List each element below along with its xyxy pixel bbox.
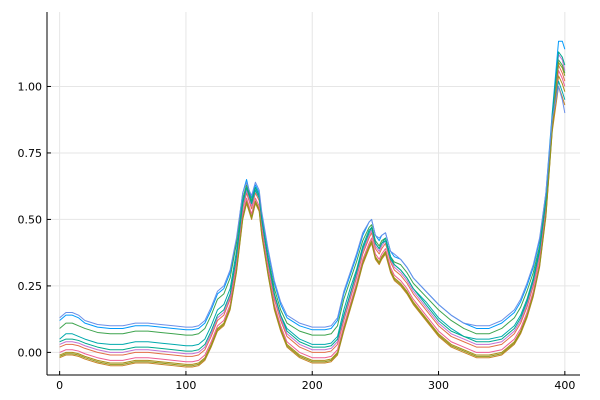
x-tick-label: 200: [302, 379, 323, 392]
axes: 0 100 200 300 400 0.00 0.25 0.50 0.75 1.00: [18, 12, 580, 392]
grid: [47, 12, 580, 375]
series-group: [59, 40, 566, 368]
x-tick-label: 300: [428, 379, 449, 392]
series-line-10: [59, 62, 566, 367]
series-line-8: [59, 85, 566, 368]
series-line-3: [59, 59, 566, 336]
y-tick-label: 0.50: [18, 213, 43, 226]
y-tick-label: 0.75: [18, 147, 43, 160]
series-line-1: [59, 40, 566, 331]
series-line-4: [59, 54, 566, 355]
y-tick-label: 0.25: [18, 280, 43, 293]
series-line-7: [59, 70, 566, 363]
series-line-6: [59, 80, 566, 347]
x-tick-label: 0: [56, 379, 63, 392]
series-line-5: [59, 75, 566, 365]
series-line-2: [59, 64, 566, 357]
series-line-11: [59, 85, 566, 328]
series-line-9: [59, 51, 566, 352]
y-tick-label: 0.00: [18, 346, 43, 359]
x-tick-label: 400: [554, 379, 575, 392]
y-tick-label: 1.00: [18, 80, 43, 93]
x-tick-label: 100: [175, 379, 196, 392]
